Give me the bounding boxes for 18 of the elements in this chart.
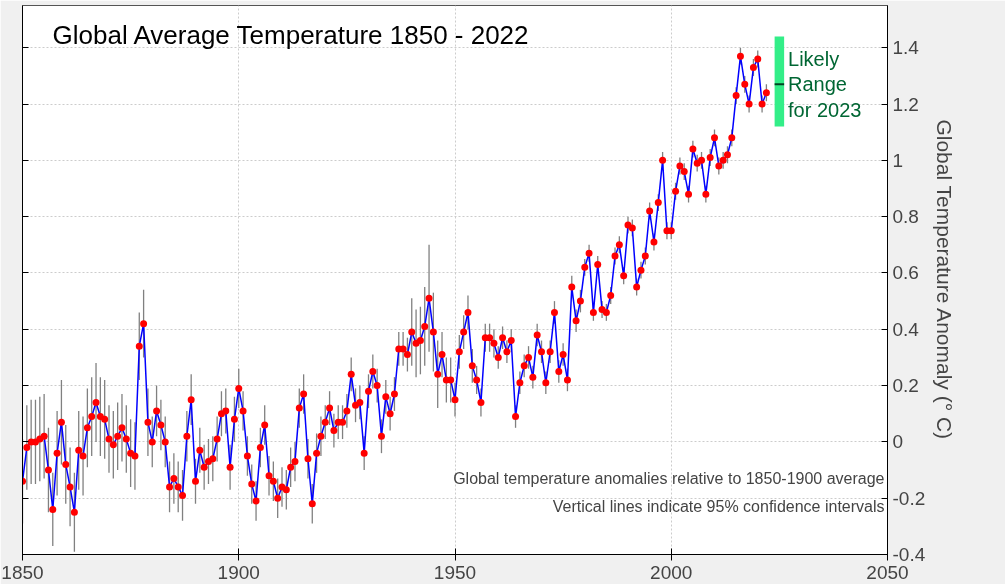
series-label: Likely Range for 2023 [788,48,862,121]
y-tick-label: 0.4 [892,318,920,340]
y-tick-label: 1 [892,149,904,171]
y-axis-title: Global Temperature Anomaly (° C) [933,119,957,440]
text: Global Average Temperature 1850 - 2022 [52,19,529,50]
x-tick-label: 1950 [433,561,477,583]
y-tick-label: 0.6 [892,262,919,284]
annotation: Vertical lines indicate 95% confidence intervals [552,497,885,515]
x-tick-label: 1900 [217,561,260,583]
annotation: Global temperature anomalies relative to 1850-1900 average [453,469,885,487]
y-tick-label: 0.8 [892,206,919,228]
y-tick-label: -0.2 [892,487,926,509]
x-tick-label: 2000 [650,561,693,583]
y-tick-label: 1.4 [892,37,920,59]
x-tick-label: 1850 [1,561,44,583]
y-tick-label: 1.2 [892,93,919,115]
y-tick-label: 0.2 [892,375,919,397]
y-tick-label: 0 [892,431,904,453]
